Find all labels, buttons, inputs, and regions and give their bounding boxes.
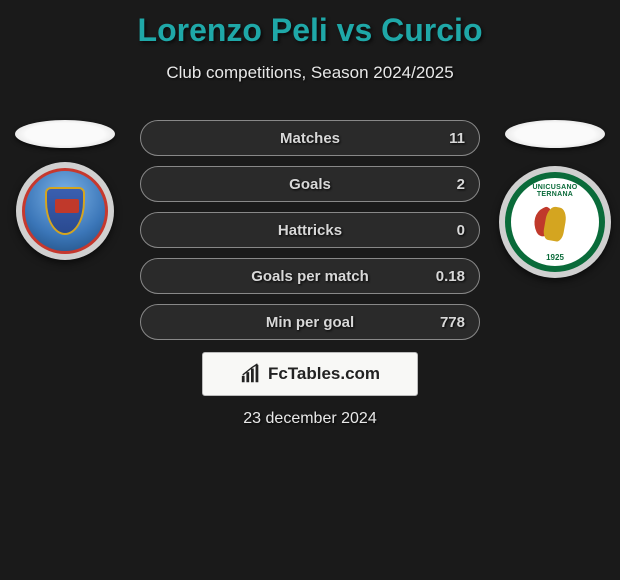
club-left [10, 120, 120, 260]
pontedera-crest-frame [16, 162, 114, 260]
page-title: Lorenzo Peli vs Curcio [0, 0, 620, 49]
bar-chart-icon [240, 363, 262, 385]
stat-value-right: 0 [457, 222, 465, 239]
stats-table: Matches 11 Goals 2 Hattricks 0 Goals per… [140, 120, 480, 350]
stat-label: Min per goal [266, 314, 354, 331]
stat-label: Matches [280, 130, 340, 147]
ternana-crest: UNICUSANOTERNANA 1925 [505, 172, 605, 272]
club-right: UNICUSANOTERNANA 1925 [500, 120, 610, 278]
date-text: 23 december 2024 [0, 410, 620, 428]
brand-text: FcTables.com [268, 364, 380, 384]
ternana-crest-year: 1925 [546, 253, 564, 262]
stat-value-right: 778 [440, 314, 465, 331]
stat-value-right: 11 [449, 130, 465, 147]
stat-row: Goals 2 [140, 166, 480, 202]
pontedera-crest [22, 168, 108, 254]
shield-icon [45, 187, 85, 235]
stat-row: Matches 11 [140, 120, 480, 156]
player-oval-right [505, 120, 605, 148]
stat-row: Goals per match 0.18 [140, 258, 480, 294]
player-oval-left [15, 120, 115, 148]
ternana-crest-frame: UNICUSANOTERNANA 1925 [499, 166, 611, 278]
stat-row: Hattricks 0 [140, 212, 480, 248]
stat-row: Min per goal 778 [140, 304, 480, 340]
stat-value-right: 2 [457, 176, 465, 193]
brand-badge: FcTables.com [202, 352, 418, 396]
dragon-icon [529, 201, 581, 253]
stat-label: Hattricks [278, 222, 342, 239]
stat-label: Goals [289, 176, 331, 193]
ternana-crest-text: UNICUSANOTERNANA [532, 184, 577, 198]
stat-label: Goals per match [251, 268, 369, 285]
stat-value-right: 0.18 [436, 268, 465, 285]
subtitle: Club competitions, Season 2024/2025 [0, 63, 620, 83]
